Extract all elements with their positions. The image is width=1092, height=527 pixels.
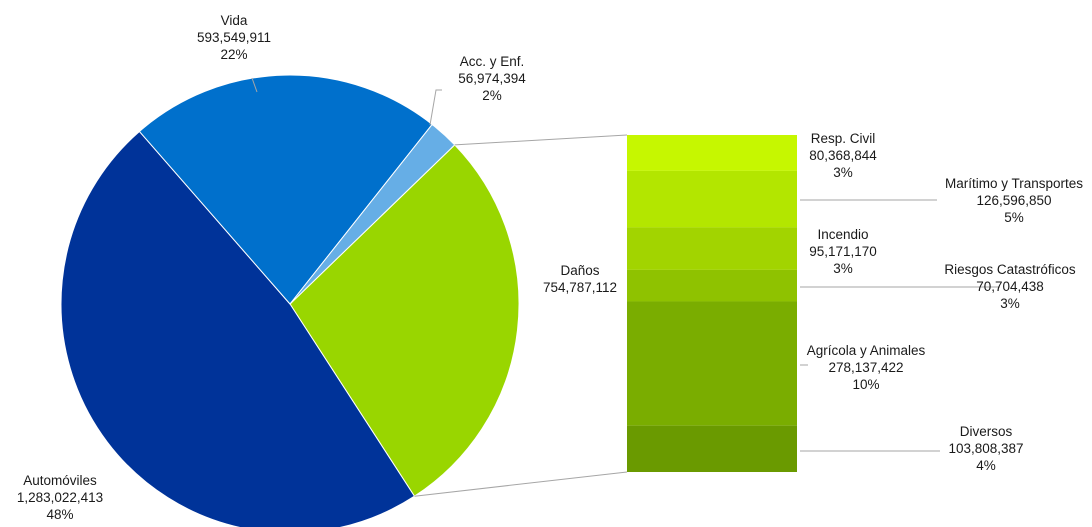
slice-label-acc-y-enf: Acc. y Enf. 56,974,394 2% <box>458 54 526 103</box>
slice-label-vida-line: 593,549,911 <box>197 30 271 45</box>
connector-line-top <box>454 134 628 146</box>
bar-segment-resp-civil <box>627 135 797 171</box>
bar-segment-maritimo-y-transportes <box>627 170 797 228</box>
pie <box>60 74 520 527</box>
segment-label-riesgos-catastroficos-line: Riesgos Catastróficos <box>944 262 1076 277</box>
segment-label-resp-civil-line: 3% <box>833 165 853 180</box>
segment-label-resp-civil-line: Resp. Civil <box>811 131 876 146</box>
slice-label-vida-line: Vida <box>221 13 248 28</box>
pie-slice-automoviles <box>60 130 416 527</box>
bar-segment-riesgos-catastroficos <box>627 269 797 302</box>
segment-label-diversos-line: 103,808,387 <box>948 441 1023 456</box>
bar-segment-agricola-y-animales <box>627 301 797 426</box>
segment-label-agricola-y-animales-line: 10% <box>852 377 879 392</box>
connector-line-bottom <box>414 471 628 497</box>
stacked-bar <box>627 135 797 472</box>
segment-label-riesgos-catastroficos-line: 70,704,438 <box>976 279 1044 294</box>
segment-label-maritimo-y-transportes-line: 126,596,850 <box>976 193 1051 208</box>
segment-label-incendio-line: Incendio <box>817 227 868 242</box>
slice-label-automoviles-line: 48% <box>46 507 73 522</box>
segment-label-diversos: Diversos 103,808,387 4% <box>948 424 1023 473</box>
slice-label-danos: Daños 754,787,112 <box>543 263 617 295</box>
slice-label-danos-line: 754,787,112 <box>543 280 617 295</box>
leader-lines <box>251 77 1000 452</box>
slice-label-acc-y-enf-line: 56,974,394 <box>458 71 526 86</box>
slice-label-automoviles-line: 1,283,022,413 <box>17 490 103 505</box>
leader-line-vida <box>251 77 258 93</box>
slice-label-danos-line: Daños <box>560 263 599 278</box>
segment-label-resp-civil-line: 80,368,844 <box>809 148 877 163</box>
slice-label-automoviles-line: Automóviles <box>23 473 97 488</box>
bar-segment-diversos <box>627 425 797 472</box>
pie-slice-danos <box>289 144 520 497</box>
bar-segment-incendio <box>627 227 797 270</box>
segment-label-agricola-y-animales-line: Agrícola y Animales <box>807 343 926 358</box>
segment-label-agricola-y-animales: Agrícola y Animales 278,137,422 10% <box>807 343 926 392</box>
segment-label-maritimo-y-transportes: Marítimo y Transportes 126,596,850 5% <box>945 176 1083 225</box>
segment-label-resp-civil: Resp. Civil 80,368,844 3% <box>809 131 877 180</box>
slice-label-automoviles: Automóviles 1,283,022,413 48% <box>17 473 103 522</box>
slice-label-vida-line: 22% <box>220 47 247 62</box>
slice-label-acc-y-enf-line: 2% <box>482 88 502 103</box>
segment-label-riesgos-catastroficos-line: 3% <box>1000 296 1020 311</box>
segment-label-agricola-y-animales-line: 278,137,422 <box>828 360 903 375</box>
segment-label-incendio-line: 95,171,170 <box>809 244 877 259</box>
segment-label-diversos-line: Diversos <box>960 424 1013 439</box>
segment-label-incendio: Incendio 95,171,170 3% <box>809 227 877 276</box>
leader-line-acc-y-enf <box>429 89 442 126</box>
segment-label-riesgos-catastroficos: Riesgos Catastróficos 70,704,438 3% <box>944 262 1076 311</box>
connector-lines <box>414 134 628 497</box>
segment-label-maritimo-y-transportes-line: Marítimo y Transportes <box>945 176 1083 191</box>
slice-label-vida: Vida 593,549,911 22% <box>197 13 271 62</box>
data-labels: Daños 754,787,112 Automóviles 1,283,022,413… <box>17 13 1083 522</box>
segment-label-maritimo-y-transportes-line: 5% <box>1004 210 1024 225</box>
segment-label-incendio-line: 3% <box>833 261 853 276</box>
slice-label-acc-y-enf-line: Acc. y Enf. <box>460 54 525 69</box>
pie-slice-vida <box>138 74 433 305</box>
segment-label-diversos-line: 4% <box>976 458 996 473</box>
